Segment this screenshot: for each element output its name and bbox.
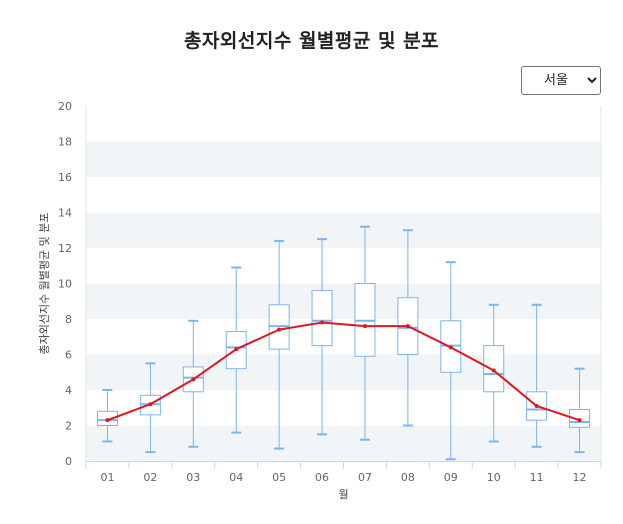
mean-point (577, 418, 582, 423)
y-tick-label: 20 (58, 100, 72, 113)
y-tick-label: 4 (65, 384, 72, 397)
box-06 (311, 238, 333, 436)
x-tick-label: 08 (401, 471, 415, 484)
grid-band (86, 141, 601, 177)
mean-point (320, 320, 325, 325)
x-tick-label: 04 (229, 471, 243, 484)
y-tick-label: 6 (65, 349, 72, 362)
mean-point (491, 368, 496, 373)
grid-band (86, 425, 601, 461)
x-tick-label: 02 (143, 471, 157, 484)
mean-point (234, 347, 239, 352)
y-tick-label: 18 (58, 136, 72, 149)
mean-point (405, 324, 410, 329)
y-tick-label: 10 (58, 278, 72, 291)
page-title: 총자외선지수 월별평균 및 분포 (183, 30, 440, 52)
y-tick-label: 8 (65, 313, 72, 326)
x-axis: 01 02 03 04 05 06 07 08 09 10 11 12 (85, 461, 602, 484)
x-tick-label: 01 (100, 471, 114, 484)
y-tick-label: 12 (58, 242, 72, 255)
grid-bands (85, 106, 602, 461)
mean-point (191, 377, 196, 382)
mean-point (362, 324, 367, 329)
x-axis-label: 월 (338, 488, 348, 501)
y-axis-tick-labels: 0 2 4 6 8 10 12 14 16 18 20 (58, 100, 72, 468)
x-tick-label: 12 (573, 471, 587, 484)
y-tick-label: 16 (58, 171, 72, 184)
grid-band (86, 283, 601, 319)
mean-point (277, 327, 282, 332)
grid-band (86, 212, 601, 248)
box-series (96, 225, 591, 461)
mean-point (148, 402, 153, 407)
y-axis-label: 총자외선지수 월별평균 및 분포 (38, 212, 51, 354)
box-07 (354, 225, 376, 441)
y-tick-label: 0 (65, 455, 72, 468)
iqr-box (311, 290, 333, 347)
x-tick-label: 10 (487, 471, 501, 484)
x-tick-label: 03 (186, 471, 200, 484)
mean-point (105, 418, 110, 423)
x-tick-label: 06 (315, 471, 329, 484)
x-tick-label: 09 (444, 471, 458, 484)
mean-point (534, 403, 539, 408)
mean-series (105, 320, 582, 423)
x-tick-label: 05 (272, 471, 286, 484)
region-select[interactable]: 서울 (521, 66, 601, 95)
box-05 (268, 239, 290, 450)
box-10 (483, 303, 505, 443)
mean-point (448, 345, 453, 350)
y-tick-label: 2 (65, 420, 72, 433)
x-tick-label: 07 (358, 471, 372, 484)
x-tick-label: 11 (530, 471, 544, 484)
mean-line (107, 321, 580, 422)
grid-band (86, 354, 601, 390)
y-tick-label: 14 (58, 207, 72, 220)
